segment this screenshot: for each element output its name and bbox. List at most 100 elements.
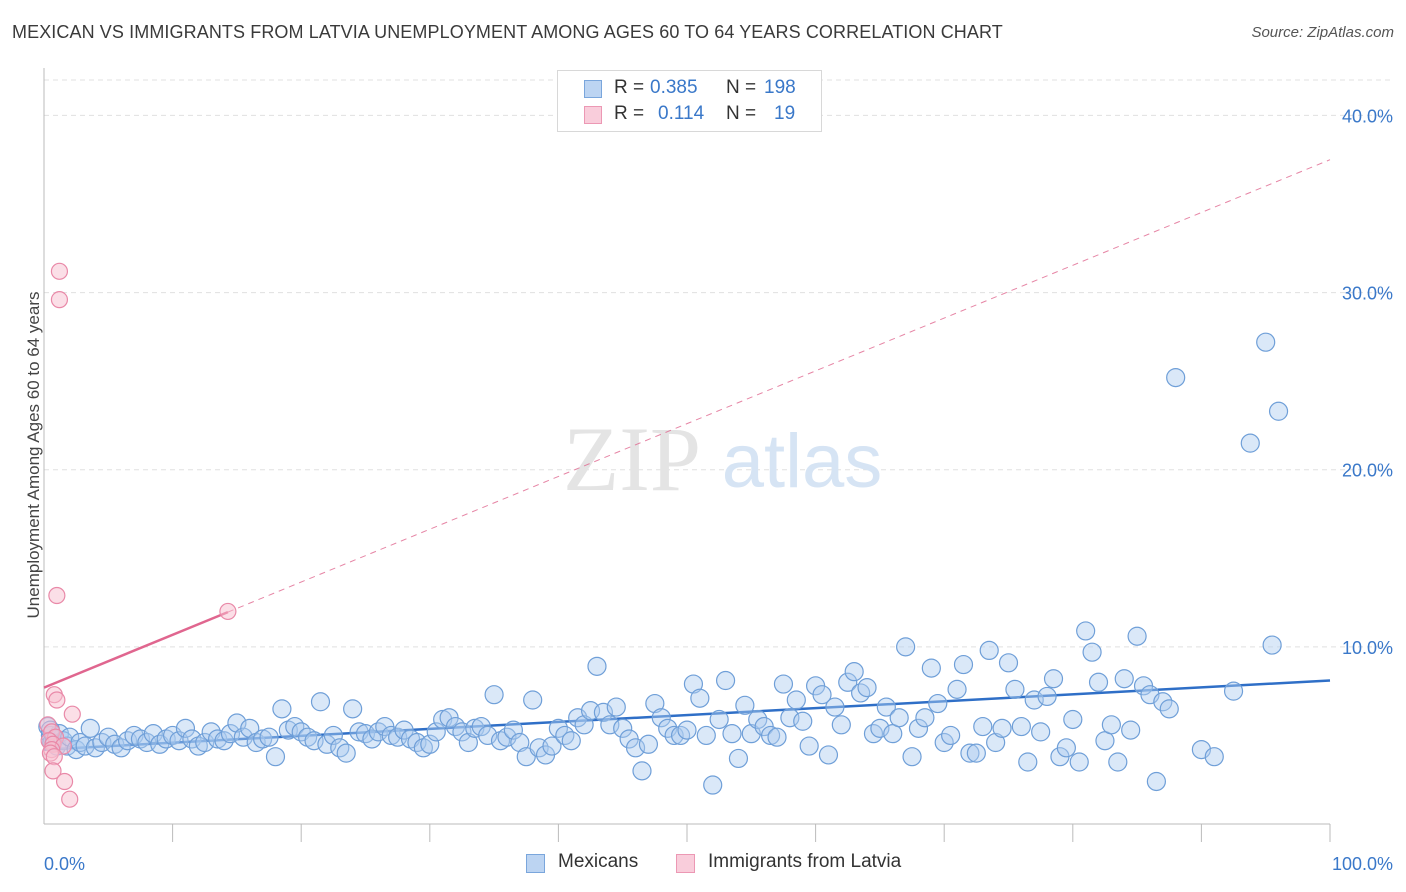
mexicans-point — [818, 745, 839, 765]
mexicans-point — [677, 720, 697, 740]
mexicans-point — [1037, 686, 1057, 707]
mexicans-point — [664, 725, 684, 746]
latvia-point — [55, 772, 74, 791]
mexicans-point — [175, 718, 196, 738]
legend-r-value: 0.385 — [650, 77, 698, 98]
legend-r-value: 0.114 — [658, 103, 705, 124]
mexicans-point — [812, 685, 832, 705]
legend-n-label: N = — [726, 103, 757, 124]
latvia-point — [44, 762, 62, 780]
mexicans-point — [606, 697, 626, 717]
chart-title: MEXICAN VS IMMIGRANTS FROM LATVIA UNEMPL… — [12, 22, 1003, 42]
mexicans-point — [941, 725, 961, 746]
mexicans-point — [831, 715, 851, 735]
mexicans-points — [38, 332, 1289, 795]
mexicans-point — [523, 690, 543, 710]
mexicans-point — [1082, 642, 1102, 662]
y-tick-label: 40.0% — [1342, 106, 1393, 126]
mexicans-point — [510, 732, 530, 753]
mexicans-point — [1127, 626, 1147, 646]
mexicans-point — [561, 731, 581, 751]
mexicans-point — [1043, 669, 1064, 689]
mexicans-point — [426, 722, 446, 742]
latvia-point — [48, 586, 66, 605]
mexicans-point — [696, 725, 716, 746]
x-tick-label: 100.0% — [1332, 854, 1393, 874]
legend-r-label: R = — [614, 103, 645, 124]
mexicans-point — [960, 743, 980, 763]
latvia-point — [61, 790, 79, 808]
mexicans-point — [1031, 722, 1051, 742]
mexicans-point — [272, 699, 292, 719]
mexicans-point — [690, 688, 710, 708]
mexicans-point — [1056, 738, 1076, 758]
mexicans-point — [555, 725, 575, 746]
tick-labels: 10.0% 20.0% 30.0% 40.0% 0.0% 100.0% — [44, 106, 1393, 874]
y-tick-label: 10.0% — [1342, 638, 1393, 658]
mexicans-point — [1159, 699, 1179, 719]
mexicans-point — [613, 718, 633, 738]
legend-r-label: R = — [614, 77, 645, 98]
mexicans-point — [1095, 731, 1115, 751]
mexicans-point — [703, 775, 723, 795]
mexicans-point — [715, 670, 736, 691]
latvia-trend-line — [43, 610, 229, 689]
latvia-swatch — [584, 106, 602, 124]
mexicans-point — [343, 699, 363, 719]
mexicans-point — [921, 658, 941, 678]
latvia-point — [48, 691, 66, 709]
mexicans-point — [947, 679, 967, 699]
mexicans-point — [953, 654, 974, 675]
mexicans-point — [445, 716, 466, 737]
mexicans-point — [310, 692, 331, 712]
correlation-legend: R = 0.385 N = 198 R = 0.114 N = 19 — [557, 70, 822, 132]
mexicans-point — [844, 662, 864, 682]
mexicans-point — [227, 713, 247, 733]
legend-n-value: 19 — [774, 103, 796, 124]
mexicans-point — [323, 725, 343, 746]
mexicans-point — [593, 702, 614, 723]
mexicans-point — [735, 695, 755, 715]
legend-n-value: 198 — [764, 77, 796, 98]
mexicans-point — [863, 724, 884, 744]
mexicans-point — [420, 734, 440, 754]
mexicans-point — [722, 724, 742, 744]
legend-n-label: N = — [726, 77, 757, 98]
mexicans-point — [484, 685, 504, 705]
mexicans-point — [851, 683, 871, 703]
y-tick-label: 20.0% — [1342, 461, 1393, 481]
mexicans-point — [542, 736, 562, 756]
mexicans-point — [1268, 401, 1289, 421]
watermark-atlas: atlas — [722, 419, 883, 504]
mexicans-point — [85, 738, 106, 758]
mexicans-point — [896, 637, 916, 657]
mexicans-point — [645, 693, 665, 714]
mexicans-point — [760, 725, 781, 746]
mexicans-point — [728, 748, 749, 769]
axes — [43, 68, 1331, 842]
mexicans-point — [638, 734, 659, 754]
mexicans-point — [1166, 368, 1186, 388]
mexicans-point — [1005, 679, 1025, 699]
mexicans-point — [966, 743, 986, 763]
mexicans-point — [330, 738, 350, 758]
mexicans-point — [883, 724, 903, 744]
watermark-zip: ZIP — [563, 408, 701, 510]
latvia-point — [45, 748, 63, 766]
mexicans-point — [259, 727, 279, 747]
grid-lines — [44, 79, 1394, 648]
mexicans-point — [992, 718, 1012, 738]
mexicans-legend-label: Mexicans — [558, 851, 639, 872]
mexicans-point — [1256, 332, 1276, 352]
mexicans-point — [876, 697, 896, 717]
mexicans-point — [285, 716, 305, 737]
mexicans-point — [574, 715, 594, 735]
mexicans-point — [587, 656, 607, 676]
mexicans-point — [670, 725, 691, 746]
mexicans-point — [986, 732, 1006, 753]
mexicans-point — [253, 729, 273, 749]
latvia-point — [219, 602, 237, 621]
mexicans-point — [265, 747, 286, 767]
mexicans-point — [838, 672, 858, 692]
